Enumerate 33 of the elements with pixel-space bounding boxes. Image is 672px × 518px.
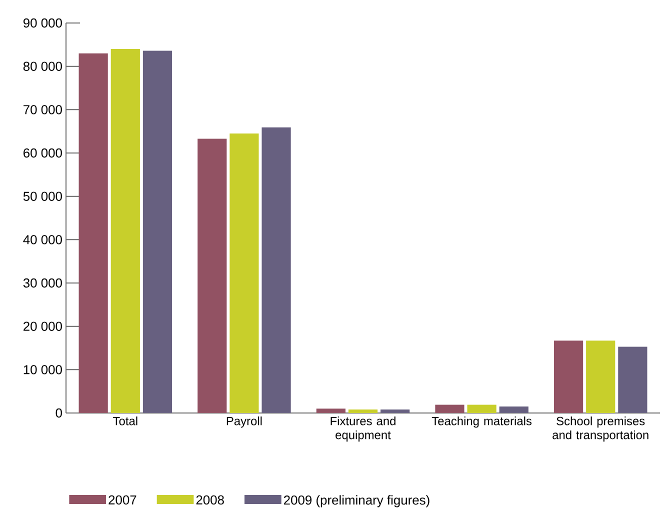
bar	[198, 138, 227, 413]
bar	[380, 410, 410, 413]
bar	[230, 133, 259, 413]
bar	[618, 346, 648, 413]
x-tick-label: Teaching materials	[432, 416, 532, 428]
y-tick-label: 30 000	[23, 278, 62, 288]
bar	[554, 340, 584, 413]
y-tick-label: 70 000	[24, 105, 62, 114]
bar	[78, 53, 108, 413]
y-tick-label: 90 000	[23, 18, 62, 28]
bar	[110, 48, 140, 413]
bar	[142, 50, 172, 413]
x-tick-label: Fixtures and equipment	[330, 416, 396, 442]
x-tick-label: Total	[113, 416, 138, 426]
y-tick-label: 0	[56, 408, 62, 418]
legend-label: 2007	[108, 495, 136, 505]
bar	[316, 408, 346, 413]
bar	[435, 404, 464, 413]
y-tick-label: 50 000	[23, 192, 62, 201]
y-tick-label: 60 000	[24, 148, 62, 158]
y-tick-label: 20 000	[24, 322, 62, 331]
legend-label: 2009 (preliminary figures)	[284, 495, 430, 508]
x-tick-label: Payroll	[226, 416, 262, 428]
legend-label: 2008	[196, 495, 224, 505]
x-tick-label: School premises and transportation	[552, 416, 648, 442]
y-tick-label: 80 000	[23, 62, 62, 71]
y-tick-label: 40 000	[23, 235, 62, 244]
bar	[348, 410, 378, 413]
bar	[262, 127, 291, 413]
bar	[467, 404, 496, 413]
y-tick-label: 10 000	[24, 365, 62, 374]
bar	[499, 406, 528, 413]
bar	[586, 340, 616, 413]
